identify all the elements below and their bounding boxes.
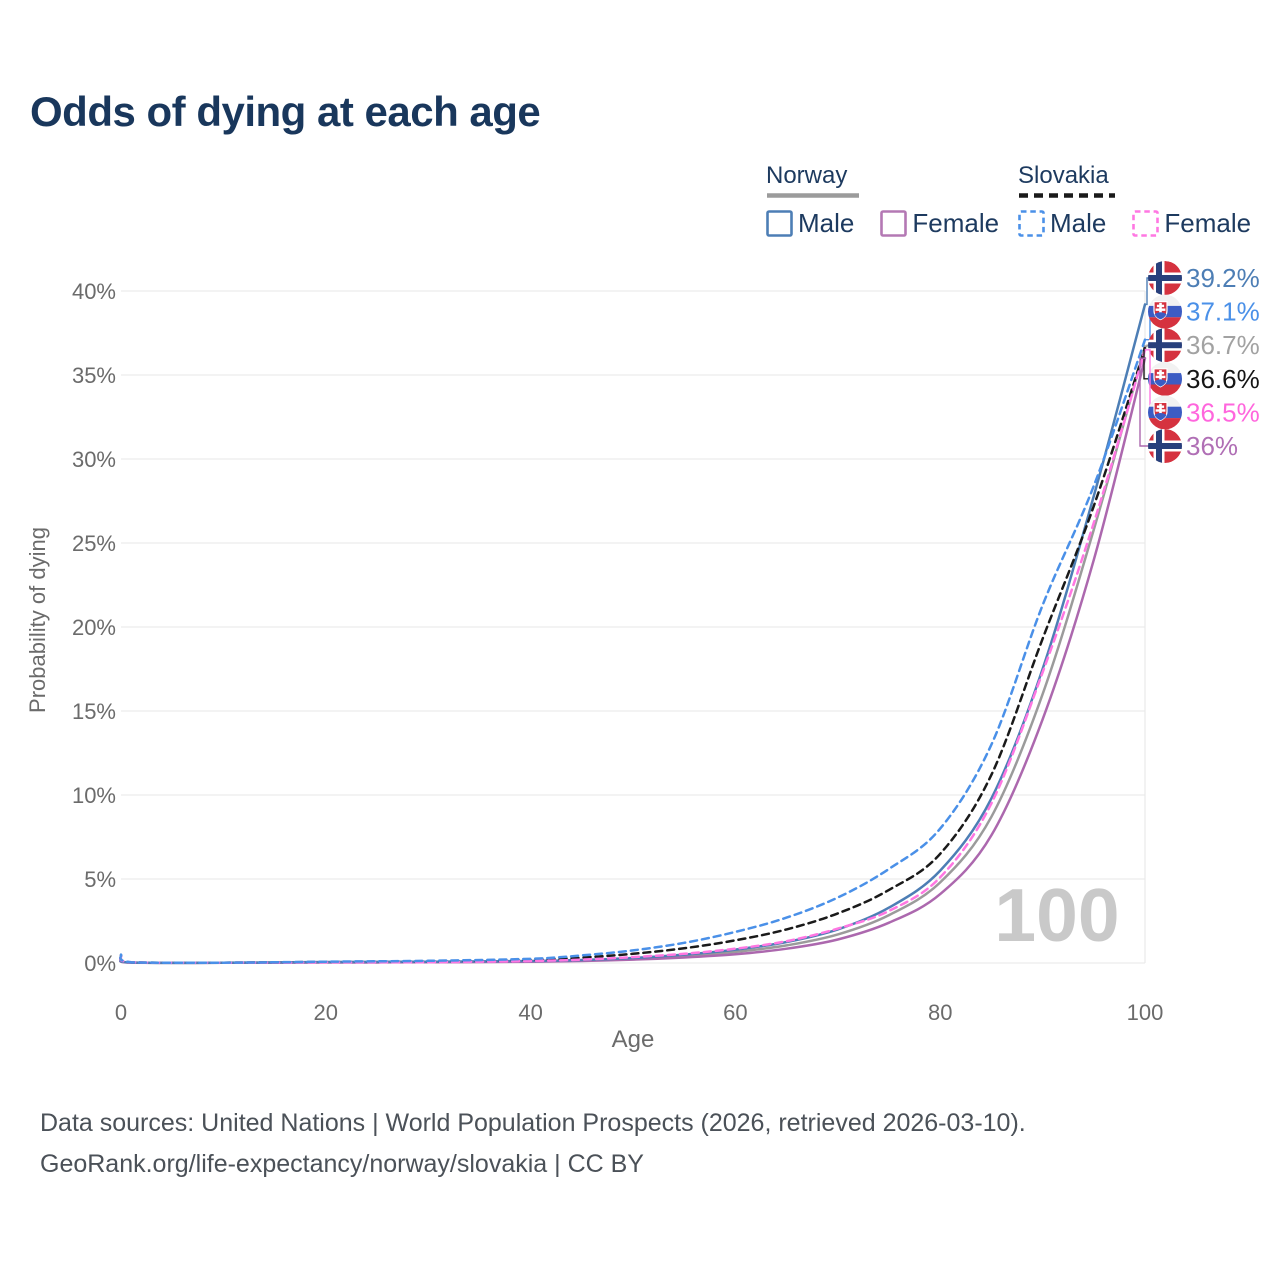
legend-country-slovakia[interactable]: Slovakia — [1018, 162, 1251, 199]
norway-female-line[interactable] — [119, 356, 1147, 965]
slovakia-male-swatch-icon — [1018, 210, 1045, 237]
legend-item-norway-female[interactable]: Female — [880, 208, 999, 239]
norway-flag-icon — [1148, 328, 1182, 363]
legend-item-label: Female — [1164, 208, 1252, 238]
y-tick-label: 20% — [72, 615, 116, 640]
x-tick-label: 0 — [115, 1000, 127, 1025]
x-tick-label: 60 — [723, 1000, 747, 1025]
legend-item-label: Male — [1050, 208, 1107, 238]
legend-country-name: Norway — [766, 162, 848, 189]
slovakia-flag-icon — [1148, 361, 1182, 396]
norway-total-line[interactable] — [119, 345, 1147, 965]
leader-line-slovakia-total — [1143, 347, 1151, 380]
end-label-norway-male: 39.2% — [1186, 263, 1260, 293]
slovakia-line-style-sample — [1019, 193, 1115, 198]
footer: Data sources: United Nations | World Pop… — [40, 1103, 1026, 1185]
mortality-chart-svg: 0% 5% 10% 15% 20% 25% 30% 35% 40% 0 20 40 60 80 100 Age… — [25, 261, 1260, 1053]
x-axis-title: Age — [612, 1026, 655, 1053]
slovakia-total-line[interactable] — [119, 346, 1147, 965]
y-tick-label: 35% — [72, 363, 116, 388]
norway-male-swatch-icon — [766, 210, 793, 237]
y-tick-label: 15% — [72, 699, 116, 724]
legend-group-norway: Norway Male Female — [766, 162, 999, 239]
legend-item-slovakia-male[interactable]: Male — [1018, 208, 1106, 239]
legend-group-slovakia: Slovakia Male Female — [1018, 162, 1251, 239]
page-title: Odds of dying at each age — [30, 88, 541, 135]
legend-country-norway[interactable]: Norway — [766, 162, 999, 199]
norway-female-swatch-icon — [880, 210, 908, 237]
slovakia-female-swatch-icon — [1132, 210, 1160, 237]
end-label-slovakia-total: 36.6% — [1186, 364, 1260, 394]
end-label-slovakia-female: 36.5% — [1186, 397, 1260, 427]
leader-line-norway-female — [1139, 357, 1151, 447]
footer-data-sources: Data sources: United Nations | World Pop… — [40, 1109, 1026, 1137]
norway-flag-icon — [1148, 261, 1182, 295]
x-tick-label: 40 — [518, 1000, 542, 1025]
y-tick-label: 30% — [72, 447, 116, 472]
norway-flag-icon — [1148, 429, 1182, 463]
slovakia-female-line[interactable] — [119, 348, 1147, 965]
y-tick-label: 25% — [72, 531, 116, 556]
legend-item-label: Female — [912, 208, 1000, 238]
y-tick-label: 10% — [72, 783, 116, 808]
x-tick-label: 80 — [928, 1000, 952, 1025]
norway-male-line[interactable] — [119, 303, 1147, 965]
y-tick-label: 0% — [84, 951, 116, 976]
legend-item-label: Male — [798, 208, 855, 238]
end-label-norway-total: 36.7% — [1186, 330, 1260, 360]
end-label-slovakia-male: 37.1% — [1186, 297, 1260, 327]
footer-attribution: GeoRank.org/life-expectancy/norway/slova… — [40, 1150, 644, 1178]
legend-item-norway-male[interactable]: Male — [766, 208, 854, 239]
end-label-norway-female: 36% — [1186, 431, 1238, 461]
slovakia-flag-icon — [1148, 294, 1182, 329]
y-tick-label: 5% — [84, 867, 116, 892]
x-tick-label: 20 — [314, 1000, 338, 1025]
legend-item-slovakia-female[interactable]: Female — [1132, 208, 1251, 239]
hover-age-watermark: 100 — [994, 873, 1119, 957]
norway-line-style-sample — [767, 193, 859, 198]
slovakia-flag-icon — [1148, 395, 1182, 430]
slovakia-male-line[interactable] — [119, 338, 1147, 965]
legend-country-name: Slovakia — [1018, 162, 1109, 189]
y-axis-title: Probability of dying — [25, 527, 50, 713]
y-tick-label: 40% — [72, 279, 116, 304]
x-tick-label: 100 — [1127, 1000, 1164, 1025]
